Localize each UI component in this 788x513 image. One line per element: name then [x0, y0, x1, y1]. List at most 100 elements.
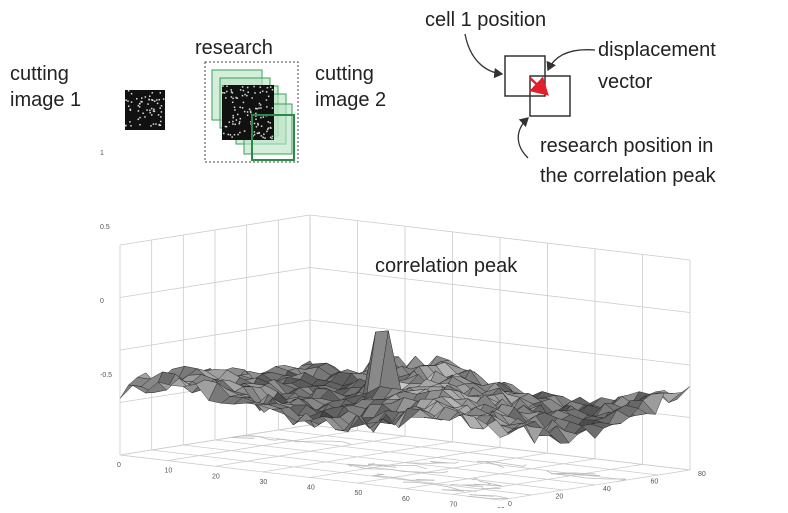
speckle	[222, 85, 224, 87]
speckle	[239, 131, 241, 134]
speckle	[137, 110, 140, 112]
speckle	[254, 92, 256, 94]
speckle	[223, 132, 225, 135]
speckle	[151, 99, 153, 101]
speckle	[231, 136, 233, 138]
contour	[450, 484, 501, 490]
speckle	[259, 104, 262, 106]
speckle	[258, 107, 260, 109]
speckle	[230, 89, 233, 91]
arrow	[464, 33, 504, 79]
speckle	[271, 137, 273, 140]
speckle	[129, 121, 131, 123]
contour	[546, 470, 627, 482]
label: cutting	[315, 63, 374, 85]
speckle	[149, 95, 151, 97]
speckle	[226, 90, 228, 93]
grid-line	[309, 267, 691, 313]
speckle	[151, 99, 154, 102]
speckle	[267, 127, 270, 129]
label: cutting	[10, 63, 69, 85]
speckle	[138, 106, 141, 108]
speckle	[242, 101, 245, 104]
contour	[402, 481, 477, 492]
surface	[119, 330, 691, 444]
speckle	[153, 100, 156, 102]
speckle	[251, 97, 253, 99]
y-tick-label: 80	[698, 471, 706, 478]
speckle	[160, 105, 163, 107]
speckle	[156, 102, 159, 105]
speckle	[155, 123, 157, 125]
speckle	[238, 121, 241, 123]
speckle	[127, 105, 130, 107]
speckle	[158, 124, 161, 126]
speckle	[255, 118, 257, 121]
z-tick-label: 1	[100, 150, 104, 157]
grid-line	[246, 434, 627, 481]
speckle	[230, 96, 233, 98]
contour	[372, 473, 435, 481]
contour	[550, 472, 600, 477]
speckle	[130, 92, 133, 95]
speckle	[260, 116, 262, 119]
label: the correlation peak	[540, 165, 717, 187]
speckle	[127, 100, 129, 102]
speckle	[153, 108, 155, 111]
speckle	[247, 91, 249, 93]
speckle	[259, 91, 262, 94]
displacement-arrow	[529, 76, 549, 96]
speckle	[159, 92, 162, 94]
speckle	[232, 114, 234, 117]
grid-line	[278, 429, 659, 476]
speckle	[234, 123, 236, 126]
grid-line	[119, 424, 311, 456]
speckle	[144, 116, 146, 118]
speckle	[233, 133, 236, 136]
search-area	[204, 61, 299, 163]
speckle	[137, 104, 140, 107]
speckle	[224, 125, 227, 128]
y-tick-label: 20	[556, 494, 564, 501]
search-window	[251, 114, 295, 161]
speckle	[262, 116, 265, 118]
speckle	[269, 126, 272, 129]
speckle	[262, 136, 264, 139]
cell	[529, 75, 571, 117]
speckle	[253, 122, 256, 125]
speckle	[258, 131, 260, 134]
speckle	[253, 131, 256, 133]
contour	[231, 435, 276, 441]
grid-line	[151, 449, 532, 496]
speckle	[137, 118, 140, 121]
speckle	[232, 116, 235, 119]
grid-line	[183, 444, 564, 491]
contour	[275, 438, 352, 445]
arrow	[517, 117, 529, 159]
grid-line	[119, 319, 311, 351]
y-tick-label: 60	[651, 479, 659, 486]
speckle	[271, 88, 274, 91]
x-tick-label: 0	[117, 462, 121, 469]
speckle	[254, 107, 257, 110]
speckle	[229, 134, 232, 136]
speckle	[241, 94, 244, 97]
speckle	[228, 121, 231, 123]
speckle	[265, 99, 268, 101]
contour	[476, 460, 527, 468]
grid-line	[309, 319, 691, 366]
contour	[405, 461, 459, 464]
speckle	[241, 107, 244, 109]
speckle	[260, 125, 263, 127]
speckle	[162, 98, 165, 100]
speckle	[250, 111, 252, 114]
speckle	[153, 110, 156, 113]
speckle	[129, 109, 132, 111]
speckle	[239, 106, 241, 109]
speckle	[271, 135, 274, 138]
speckle	[255, 115, 257, 117]
speckle	[129, 108, 131, 111]
speckle	[255, 126, 258, 128]
speckle	[236, 97, 239, 99]
speckle	[159, 124, 162, 127]
